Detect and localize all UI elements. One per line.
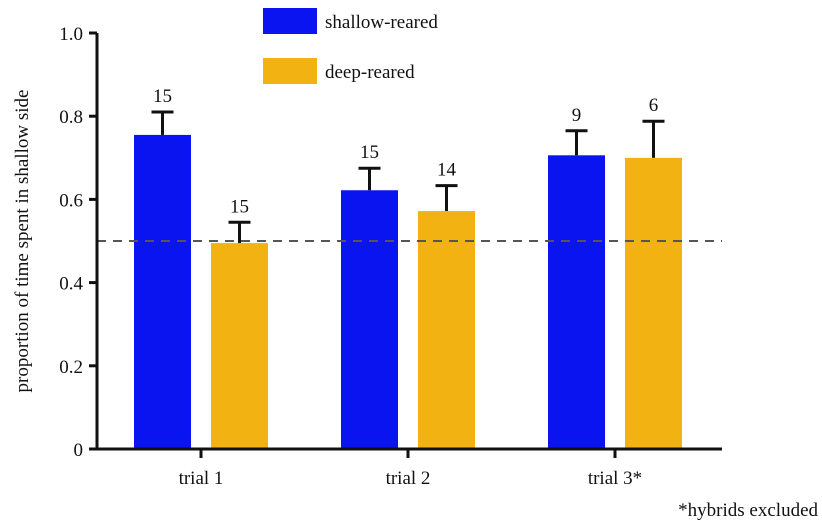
- legend-swatch-shallow-reared: [263, 8, 317, 34]
- x-category-label-2: trial 2: [386, 468, 431, 489]
- y-tick-label-6: 1.0: [59, 24, 83, 45]
- footnote-text: *hybrids excluded: [678, 500, 818, 521]
- y-tick-label-4: 0.6: [59, 190, 83, 211]
- legend-swatch-deep-reared: [263, 58, 317, 84]
- x-category-label-1: trial 1: [179, 468, 224, 489]
- legend-label-shallow-reared: shallow-reared: [325, 12, 438, 33]
- bar-deep-reared-3[interactable]: [625, 157, 682, 450]
- bar-shallow-reared-2[interactable]: [341, 190, 398, 450]
- x-category-label-3: trial 3*: [588, 468, 642, 489]
- y-tick-label-2: 0.2: [59, 357, 83, 378]
- bar-deep-reared-2[interactable]: [418, 211, 475, 449]
- sample-size-label-deep-reared-2: 14: [437, 160, 457, 181]
- bar-shallow-reared-3[interactable]: [548, 155, 605, 449]
- legend-label-deep-reared: deep-reared: [325, 62, 415, 83]
- y-axis-title: proportion of time spent in shallow side: [12, 90, 33, 393]
- bar-shallow-reared-1[interactable]: [134, 134, 191, 450]
- sample-size-label-shallow-reared-1: 15: [153, 86, 172, 107]
- bar-deep-reared-1[interactable]: [211, 243, 268, 449]
- sample-size-label-shallow-reared-3: 9: [572, 105, 582, 126]
- sample-size-label-shallow-reared-2: 15: [360, 142, 379, 163]
- y-tick-label-1: 0: [74, 440, 84, 461]
- sample-size-label-deep-reared-3: 6: [649, 95, 659, 116]
- y-tick-label-5: 0.8: [59, 107, 83, 128]
- y-tick-label-3: 0.4: [59, 274, 83, 295]
- sample-size-label-deep-reared-1: 15: [230, 196, 249, 217]
